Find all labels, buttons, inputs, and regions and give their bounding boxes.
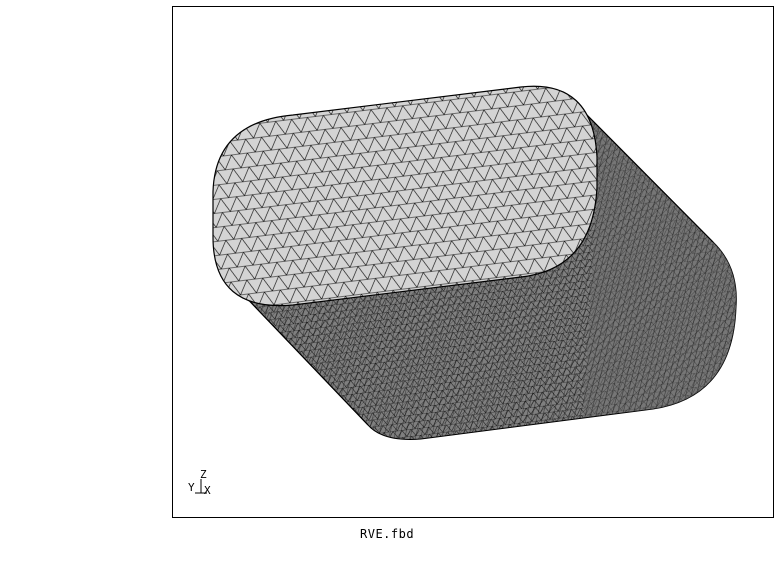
axis-lines [195,479,207,494]
axis-y-label: Y [188,481,195,494]
top-surface [212,85,598,307]
axis-triad: Z Y X [187,467,217,497]
file-name-label: RVE.fbd [360,527,415,541]
axis-z-label: Z [200,468,207,481]
mesh-model[interactable] [173,7,773,517]
graphics-viewport[interactable]: Z Y X [172,6,774,518]
axis-x-label: X [204,484,211,497]
